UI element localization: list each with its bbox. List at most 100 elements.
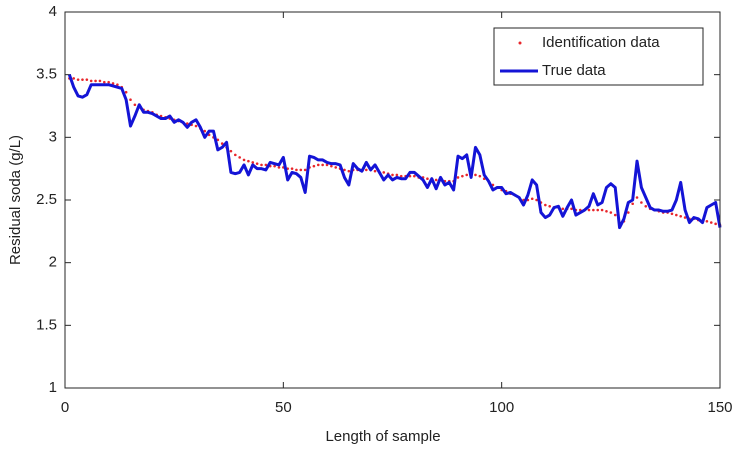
data-point bbox=[382, 171, 386, 174]
data-point bbox=[548, 204, 551, 208]
data-point bbox=[111, 82, 115, 85]
legend-label: True data bbox=[542, 62, 606, 79]
data-point bbox=[260, 163, 263, 167]
data-point bbox=[220, 142, 224, 145]
data-point bbox=[238, 156, 241, 159]
data-point bbox=[670, 212, 674, 216]
data-point bbox=[570, 207, 573, 211]
data-point bbox=[600, 208, 604, 212]
data-point bbox=[399, 174, 403, 178]
data-point bbox=[334, 166, 338, 169]
data-point bbox=[242, 158, 246, 162]
data-point bbox=[391, 173, 394, 177]
data-point bbox=[373, 169, 377, 173]
data-point bbox=[535, 198, 538, 202]
data-point bbox=[98, 79, 102, 83]
data-point bbox=[456, 176, 460, 179]
y-tick-label: 2.5 bbox=[36, 191, 57, 208]
y-tick-label: 1.5 bbox=[36, 316, 57, 333]
data-point bbox=[347, 169, 351, 173]
data-point bbox=[613, 213, 617, 217]
data-point bbox=[395, 173, 399, 177]
y-tick-label: 3 bbox=[49, 128, 57, 145]
data-point bbox=[316, 163, 320, 167]
data-point bbox=[631, 202, 634, 206]
data-point bbox=[194, 124, 198, 128]
y-tick-label: 1 bbox=[49, 379, 57, 396]
x-tick-label: 50 bbox=[275, 399, 292, 416]
data-point bbox=[596, 208, 600, 212]
data-point bbox=[321, 163, 324, 167]
y-tick-label: 2 bbox=[49, 254, 57, 271]
data-point bbox=[107, 80, 110, 84]
data-point bbox=[592, 208, 595, 212]
data-point bbox=[330, 164, 333, 168]
y-axis-label: Residual soda (g/L) bbox=[7, 135, 24, 265]
data-point bbox=[133, 103, 137, 107]
data-point bbox=[89, 79, 93, 83]
data-point bbox=[343, 168, 346, 172]
data-point bbox=[465, 173, 469, 177]
y-tick-label: 4 bbox=[49, 3, 57, 20]
data-point bbox=[413, 174, 416, 178]
data-point bbox=[640, 201, 643, 204]
data-point bbox=[587, 208, 591, 212]
data-point bbox=[290, 167, 294, 170]
data-line bbox=[67, 74, 722, 230]
data-point bbox=[675, 213, 678, 217]
legend-marker bbox=[518, 41, 522, 45]
data-point bbox=[264, 163, 268, 167]
data-point bbox=[72, 77, 76, 80]
x-tick-label: 0 bbox=[61, 399, 69, 416]
data-point bbox=[203, 129, 207, 133]
data-point bbox=[644, 204, 648, 208]
data-point bbox=[129, 98, 132, 102]
data-point bbox=[530, 197, 534, 201]
data-point bbox=[365, 168, 368, 172]
data-point bbox=[273, 164, 276, 168]
data-point bbox=[561, 207, 565, 211]
data-point bbox=[81, 78, 84, 81]
data-point bbox=[478, 174, 482, 178]
data-point bbox=[103, 80, 106, 84]
data-point bbox=[635, 196, 639, 199]
plot-frame bbox=[64, 11, 721, 389]
data-point bbox=[76, 78, 80, 81]
data-point bbox=[251, 161, 255, 164]
data-point bbox=[683, 216, 687, 219]
data-point bbox=[116, 83, 119, 86]
data-point bbox=[299, 168, 303, 172]
data-point bbox=[85, 78, 89, 81]
data-point bbox=[255, 162, 259, 165]
data-point bbox=[303, 168, 307, 172]
x-tick-label: 150 bbox=[707, 399, 732, 416]
data-point bbox=[474, 173, 477, 177]
data-point bbox=[709, 221, 713, 224]
data-point bbox=[714, 222, 717, 226]
data-point bbox=[234, 153, 237, 157]
legend-label: Identification data bbox=[542, 34, 660, 51]
data-point bbox=[434, 178, 438, 182]
data-point bbox=[277, 166, 281, 169]
legend-box bbox=[493, 27, 704, 86]
data-point bbox=[312, 164, 316, 168]
data-point bbox=[609, 211, 613, 214]
data-point bbox=[295, 168, 298, 172]
data-point bbox=[679, 214, 682, 218]
data-point bbox=[94, 79, 97, 83]
data-point bbox=[461, 174, 464, 178]
data-point bbox=[124, 90, 128, 94]
data-point bbox=[325, 163, 329, 167]
data-point bbox=[247, 159, 250, 163]
data-point bbox=[185, 122, 189, 125]
x-axis-label: Length of sample bbox=[325, 428, 440, 445]
data-point bbox=[426, 177, 429, 180]
data-point bbox=[229, 149, 233, 153]
data-point bbox=[605, 209, 608, 213]
data-point bbox=[544, 203, 547, 207]
x-tick-label: 100 bbox=[489, 399, 514, 416]
y-tick-label: 3.5 bbox=[36, 66, 57, 83]
data-point bbox=[705, 220, 709, 223]
data-point bbox=[627, 211, 630, 214]
